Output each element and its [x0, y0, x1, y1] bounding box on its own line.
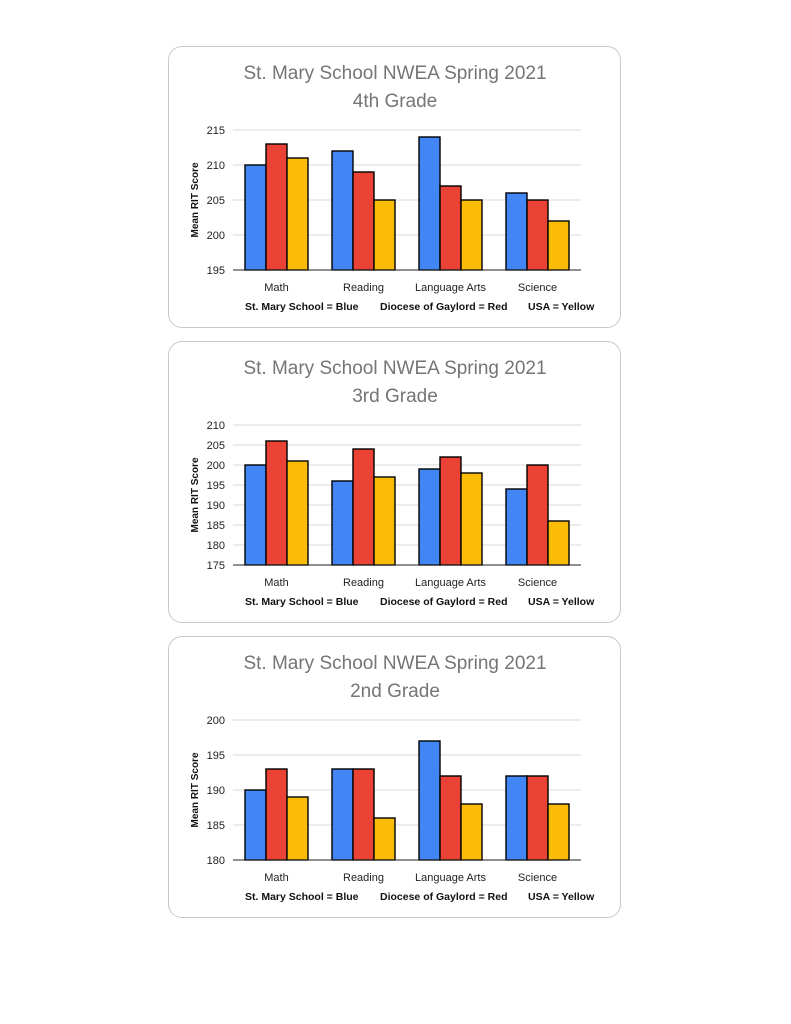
bar: [244, 164, 267, 271]
chart-card-4th-grade: St. Mary School NWEA Spring 2021 4th Grad…: [168, 46, 621, 328]
y-tick-label: 200: [207, 460, 225, 472]
legend-entry: Diocese of Gaylord = Red: [380, 596, 508, 608]
y-axis-label: Mean RIT Score: [190, 162, 201, 237]
bar: [418, 468, 441, 566]
y-axis-label: Mean RIT Score: [190, 457, 201, 532]
bar: [265, 768, 288, 861]
bar: [526, 775, 549, 861]
bar: [547, 220, 570, 271]
chart-title: St. Mary School NWEA Spring 2021: [243, 653, 546, 674]
bar: [352, 171, 375, 271]
y-tick-label: 185: [207, 520, 225, 532]
y-tick-label: 180: [207, 540, 225, 552]
legend-entry: Diocese of Gaylord = Red: [380, 891, 508, 903]
y-tick-label: 215: [207, 125, 225, 137]
chart-subtitle: 2nd Grade: [350, 681, 440, 702]
bar: [505, 192, 528, 271]
x-category-label: Reading: [343, 577, 384, 589]
legend-entry: St. Mary School = Blue: [245, 596, 359, 608]
bar: [547, 803, 570, 861]
x-category-label: Reading: [343, 872, 384, 884]
x-category-label: Math: [264, 282, 288, 294]
y-tick-label: 195: [207, 265, 225, 277]
y-tick-label: 190: [207, 785, 225, 797]
y-tick-label: 200: [207, 715, 225, 727]
chart-card-2nd-grade: St. Mary School NWEA Spring 2021 2nd Grad…: [168, 636, 621, 918]
bar: [439, 775, 462, 861]
y-tick-label: 190: [207, 500, 225, 512]
bar: [547, 520, 570, 566]
chart-title: St. Mary School NWEA Spring 2021: [243, 358, 546, 379]
bar: [505, 775, 528, 861]
chart-card-3rd-grade: St. Mary School NWEA Spring 2021 3rd Grad…: [168, 341, 621, 623]
chart-svg-4th-grade: St. Mary School NWEA Spring 2021 4th Grad…: [190, 63, 595, 313]
y-tick-label: 195: [207, 750, 225, 762]
chart-svg-3rd-grade: St. Mary School NWEA Spring 2021 3rd Grad…: [190, 358, 595, 608]
bar: [244, 464, 267, 566]
bar: [286, 157, 309, 271]
y-tick-label: 200: [207, 230, 225, 242]
chart-subtitle: 3rd Grade: [352, 386, 438, 407]
y-tick-label: 205: [207, 440, 225, 452]
bar: [526, 199, 549, 271]
x-category-label: Math: [264, 577, 288, 589]
x-category-label: Math: [264, 872, 288, 884]
legend-entry: USA = Yellow: [528, 301, 595, 313]
legend-entry: USA = Yellow: [528, 891, 595, 903]
x-category-label: Language Arts: [415, 577, 486, 589]
y-tick-label: 185: [207, 820, 225, 832]
bar: [418, 740, 441, 861]
bar: [286, 796, 309, 861]
bar: [373, 817, 396, 861]
x-category-label: Language Arts: [415, 282, 486, 294]
bar: [265, 440, 288, 566]
bar: [373, 476, 396, 566]
bar: [265, 143, 288, 271]
chart-title: St. Mary School NWEA Spring 2021: [243, 63, 546, 84]
x-category-label: Language Arts: [415, 872, 486, 884]
bar: [286, 460, 309, 566]
x-category-label: Science: [518, 577, 557, 589]
bar: [331, 768, 354, 861]
bar: [352, 768, 375, 861]
legend-entry: Diocese of Gaylord = Red: [380, 301, 508, 313]
y-tick-label: 205: [207, 195, 225, 207]
y-tick-label: 180: [207, 855, 225, 867]
x-category-label: Science: [518, 282, 557, 294]
bar: [460, 472, 483, 566]
x-category-label: Reading: [343, 282, 384, 294]
bar: [439, 456, 462, 566]
bar: [331, 150, 354, 271]
x-category-label: Science: [518, 872, 557, 884]
y-tick-label: 175: [207, 560, 225, 572]
bar: [244, 789, 267, 861]
bar: [526, 464, 549, 566]
chart-subtitle: 4th Grade: [353, 91, 438, 112]
y-tick-label: 210: [207, 420, 225, 432]
legend-entry: St. Mary School = Blue: [245, 301, 359, 313]
y-tick-label: 210: [207, 160, 225, 172]
bar: [460, 199, 483, 271]
bar: [352, 448, 375, 566]
bar: [460, 803, 483, 861]
bar: [439, 185, 462, 271]
legend-entry: USA = Yellow: [528, 596, 595, 608]
y-tick-label: 195: [207, 480, 225, 492]
legend-entry: St. Mary School = Blue: [245, 891, 359, 903]
y-axis-label: Mean RIT Score: [190, 752, 201, 827]
bar: [418, 136, 441, 271]
bar: [331, 480, 354, 566]
bar: [505, 488, 528, 566]
chart-svg-2nd-grade: St. Mary School NWEA Spring 2021 2nd Grad…: [190, 653, 595, 903]
bar: [373, 199, 396, 271]
